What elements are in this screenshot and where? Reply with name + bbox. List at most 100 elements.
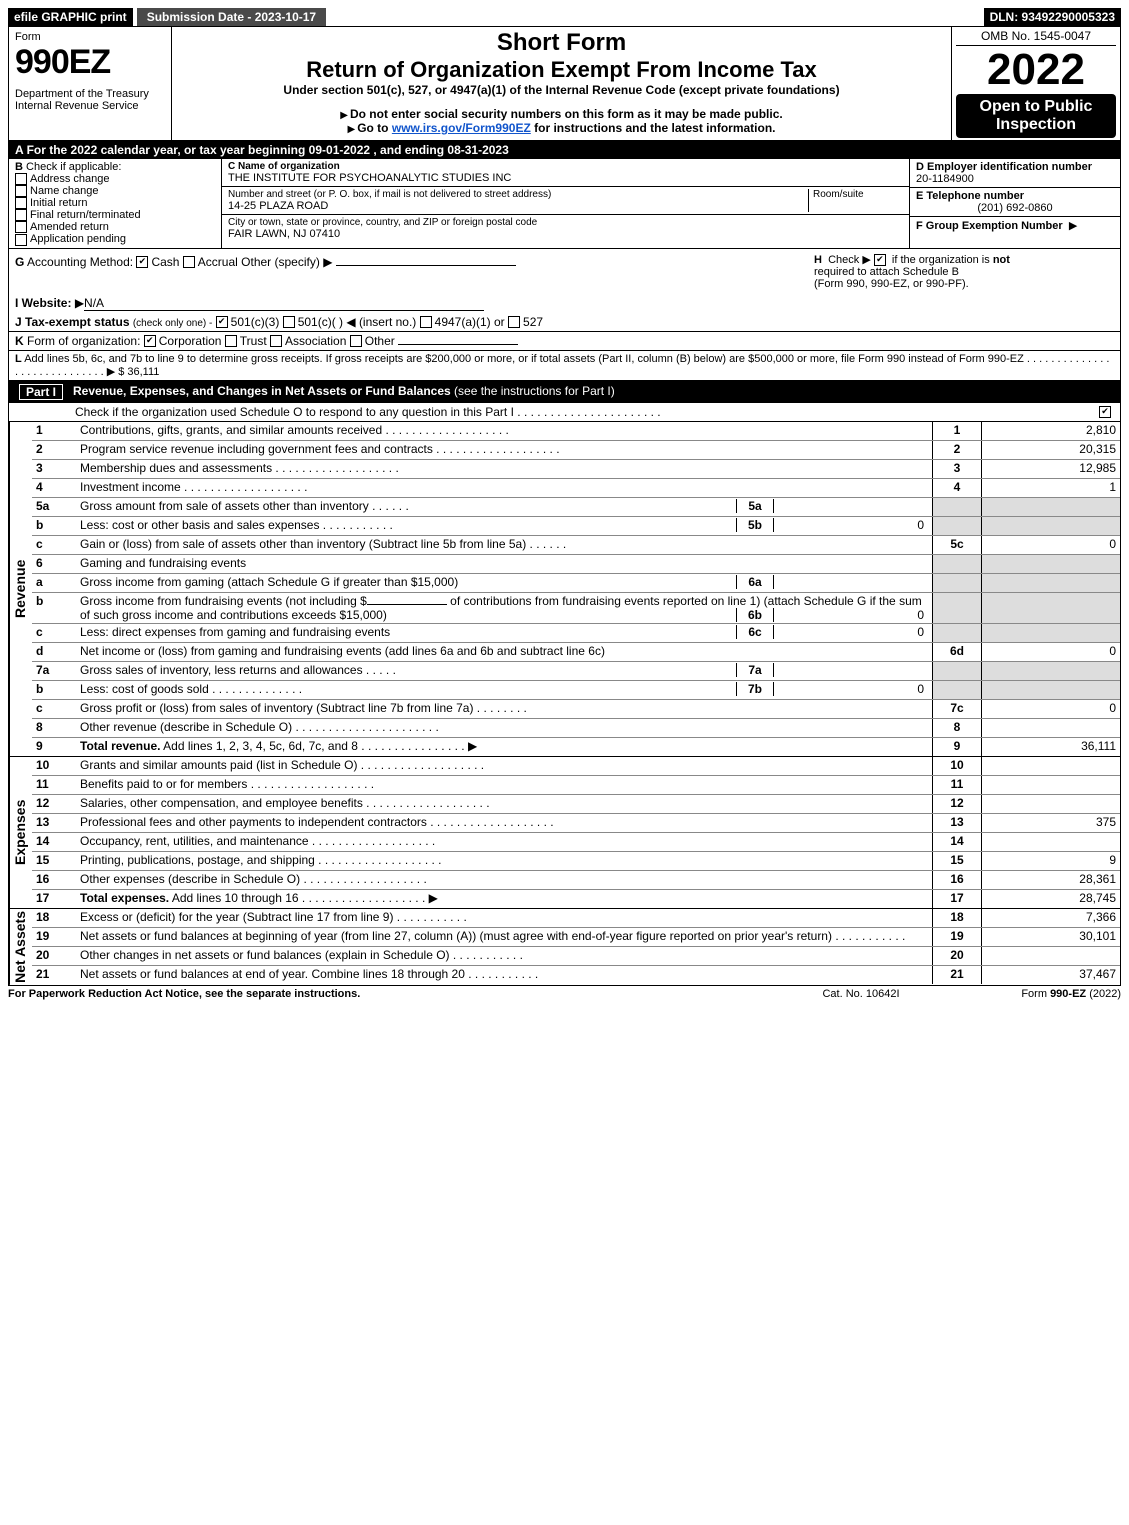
line-20: 20 Other changes in net assets or fund b… — [32, 946, 1120, 965]
line-ref: 16 — [932, 871, 982, 889]
inline-box-label: 5b — [736, 518, 774, 532]
under-section: Under section 501(c), 527, or 4947(a)(1)… — [178, 83, 945, 97]
line-value — [982, 517, 1120, 535]
line-number: 2 — [32, 441, 76, 459]
line-6d: d Net income or (loss) from gaming and f… — [32, 642, 1120, 661]
line-desc: Printing, publications, postage, and shi… — [76, 852, 932, 870]
line-number: 18 — [32, 909, 76, 927]
line-number: c — [32, 624, 76, 642]
line-number: 14 — [32, 833, 76, 851]
line-desc: Gross amount from sale of assets other t… — [76, 498, 932, 516]
form-footer-id: Form 990-EZ (2022) — [961, 988, 1121, 1000]
line-value — [982, 719, 1120, 737]
line-value — [982, 833, 1120, 851]
org-city: FAIR LAWN, NJ 07410 — [228, 228, 903, 240]
line-number: b — [32, 681, 76, 699]
line-ref: 11 — [932, 776, 982, 794]
line-value: 30,101 — [982, 928, 1120, 946]
line-desc: Other revenue (describe in Schedule O) .… — [76, 719, 932, 737]
line-ref: 21 — [932, 966, 982, 984]
section-h: H Check ▶ ✔ if the organization is not r… — [808, 249, 1120, 294]
line-7c: c Gross profit or (loss) from sales of i… — [32, 699, 1120, 718]
chk-corp[interactable]: ✔Corporation — [144, 334, 222, 348]
chk-4947[interactable]: 4947(a)(1) or — [420, 315, 505, 329]
line-16: 16 Other expenses (describe in Schedule … — [32, 870, 1120, 889]
line-ref: 5c — [932, 536, 982, 554]
line-number: b — [32, 517, 76, 535]
chk-name[interactable]: Name change — [15, 185, 215, 197]
irs-link[interactable]: www.irs.gov/Form990EZ — [392, 121, 531, 135]
expenses-section: Expenses 10 Grants and similar amounts p… — [9, 756, 1120, 908]
line-ref — [932, 517, 982, 535]
inline-box-label: 7b — [736, 682, 774, 696]
form-id-block: Form 990EZ Department of the Treasury In… — [9, 27, 172, 140]
inline-box-label: 6a — [736, 575, 774, 589]
line-ref: 14 — [932, 833, 982, 851]
line-value — [982, 776, 1120, 794]
chk-schedule-o[interactable]: ✔ — [1099, 406, 1111, 418]
line-number: 17 — [32, 890, 76, 908]
line-value — [982, 795, 1120, 813]
line-ref: 20 — [932, 947, 982, 965]
line-number: 11 — [32, 776, 76, 794]
line-desc: Occupancy, rent, utilities, and maintena… — [76, 833, 932, 851]
line-value: 1 — [982, 479, 1120, 497]
section-l: L Add lines 5b, 6c, and 7b to line 9 to … — [9, 351, 1120, 381]
chk-sched-b[interactable]: ✔ — [874, 254, 886, 266]
line-value: 20,315 — [982, 441, 1120, 459]
line-desc: Grants and similar amounts paid (list in… — [76, 757, 932, 775]
chk-cash[interactable]: ✔Cash — [136, 255, 179, 269]
line-value: 0 — [982, 536, 1120, 554]
netassets-side-label: Net Assets — [9, 909, 32, 985]
line-value: 9 — [982, 852, 1120, 870]
line-value: 28,745 — [982, 890, 1120, 908]
line-9: 9 Total revenue. Add lines 1, 2, 3, 4, 5… — [32, 737, 1120, 756]
netassets-section: Net Assets 18 Excess or (deficit) for th… — [9, 908, 1120, 985]
line-ref: 15 — [932, 852, 982, 870]
line-number: 12 — [32, 795, 76, 813]
chk-address[interactable]: Address change — [15, 173, 215, 185]
line-5a: 5a Gross amount from sale of assets othe… — [32, 497, 1120, 516]
line-desc: Benefits paid to or for members . . . . … — [76, 776, 932, 794]
section-a: A For the 2022 calendar year, or tax yea… — [9, 141, 1120, 159]
gross-receipts: 36,111 — [127, 366, 159, 378]
line-number: 9 — [32, 738, 76, 756]
chk-501c3[interactable]: ✔501(c)(3) — [216, 315, 280, 329]
section-b: B Check if applicable: Address change Na… — [9, 159, 222, 248]
chk-pending[interactable]: Application pending — [15, 233, 215, 245]
line-ref — [932, 681, 982, 699]
chk-accrual[interactable]: Accrual — [183, 255, 238, 269]
phone: (201) 692-0860 — [916, 202, 1114, 214]
chk-501c[interactable]: 501(c)( ) ◀ (insert no.) — [283, 315, 417, 329]
tax-year: 2022 — [956, 46, 1116, 92]
line-number: 13 — [32, 814, 76, 832]
chk-trust[interactable]: Trust — [225, 334, 267, 348]
line-desc: Membership dues and assessments . . . . … — [76, 460, 932, 478]
chk-527[interactable]: 527 — [508, 315, 543, 329]
chk-assoc[interactable]: Association — [270, 334, 346, 348]
line-value — [982, 757, 1120, 775]
chk-amended[interactable]: Amended return — [15, 221, 215, 233]
line-value — [982, 947, 1120, 965]
line-number: 5a — [32, 498, 76, 516]
chk-other-method[interactable]: Other (specify) ▶ — [241, 255, 332, 269]
line-value: 12,985 — [982, 460, 1120, 478]
line-desc: Other changes in net assets or fund bala… — [76, 947, 932, 965]
line-7a: 7a Gross sales of inventory, less return… — [32, 661, 1120, 680]
line-value — [982, 662, 1120, 680]
chk-initial[interactable]: Initial return — [15, 197, 215, 209]
line-1: 1 Contributions, gifts, grants, and simi… — [32, 422, 1120, 440]
chk-final[interactable]: Final return/terminated — [15, 209, 215, 221]
section-i: I Website: ▶N/A — [9, 294, 1120, 313]
line-desc: Excess or (deficit) for the year (Subtra… — [76, 909, 932, 927]
efile-tag[interactable]: efile GRAPHIC print — [8, 8, 133, 26]
line-desc: Other expenses (describe in Schedule O) … — [76, 871, 932, 889]
line-ref: 10 — [932, 757, 982, 775]
line-ref: 13 — [932, 814, 982, 832]
chk-other-org[interactable]: Other — [350, 334, 395, 348]
line-ref: 4 — [932, 479, 982, 497]
inline-box-value: 0 — [774, 625, 928, 639]
line-desc: Professional fees and other payments to … — [76, 814, 932, 832]
line-13: 13 Professional fees and other payments … — [32, 813, 1120, 832]
line-ref: 17 — [932, 890, 982, 908]
